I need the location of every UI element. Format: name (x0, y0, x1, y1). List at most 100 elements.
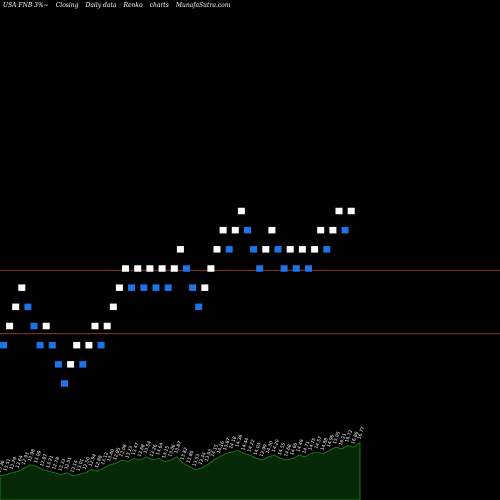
volume-value-label: 13.12 (100, 451, 110, 465)
renko-brick-up (219, 226, 227, 234)
volume-value-label: 13.33 (57, 458, 67, 472)
renko-brick-up (329, 226, 337, 234)
renko-brick-up (122, 265, 129, 272)
volume-value-label: 12.95 (112, 447, 122, 461)
symbol-label: USA FNB 3%~ (3, 2, 49, 9)
frequency-label: Daily data (85, 2, 117, 9)
renko-brick-up (262, 246, 270, 253)
mode-label: Closing (55, 2, 79, 9)
volume-value-label: 12.93 (21, 451, 31, 465)
volume-value-label: 14.36 (234, 434, 244, 448)
volume-value-label: 13.23 (124, 445, 134, 459)
volume-value-label: 14.68 (283, 443, 293, 457)
volume-value-label: 13.99 (259, 443, 269, 457)
renko-brick-up (67, 361, 75, 368)
renko-brick-down (140, 284, 148, 291)
renko-brick-down (24, 303, 32, 311)
volume-value-label: 12.78 (51, 456, 61, 470)
renko-brick-up (298, 246, 306, 253)
renko-brick-up (237, 207, 245, 215)
renko-brick-up (335, 207, 343, 215)
renko-brick-up (146, 265, 154, 272)
renko-brick-up (6, 322, 14, 330)
volume-value-label: 16.21 (338, 432, 348, 446)
renko-bricks (0, 207, 355, 387)
volume-value-label: 14.75 (307, 437, 317, 451)
renko-brick-up (268, 226, 276, 234)
volume-value-label: 13.08 (118, 443, 128, 457)
renko-brick-up (115, 284, 123, 291)
renko-brick-down (341, 226, 349, 234)
renko-brick-up (12, 303, 20, 311)
volume-value-label: 12.98 (27, 448, 37, 462)
volume-value-label: 14.16 (216, 440, 226, 454)
volume-value-label: 14.22 (246, 439, 256, 453)
renko-brick-up (347, 207, 355, 215)
volume-value-label: 13.87 (173, 440, 183, 454)
volume-labels: 13.3613.5113.7913.6412.9312.9813.0912.87… (0, 426, 366, 474)
volume-value-label: 13.21 (45, 455, 55, 469)
volume-value-label: 13.51 (2, 458, 12, 472)
volume-value-label: 13.80 (185, 450, 195, 464)
renko-brick-down (30, 322, 38, 330)
renko-brick-up (85, 341, 93, 349)
volume-value-label: 13.87 (222, 437, 232, 451)
renko-brick-up (311, 246, 319, 253)
volume-value-label: 14.20 (271, 439, 281, 453)
volume-value-label: 16.86 (350, 431, 360, 445)
volume-value-label: 13.09 (33, 450, 43, 464)
volume-value-label: 14.30 (265, 440, 275, 454)
volume-value-label: 16.77 (356, 426, 366, 440)
volume-value-label: 16.72 (344, 429, 354, 443)
volume-value-label: 15.05 (332, 431, 342, 445)
renko-brick-up (286, 246, 294, 253)
renko-brick-down (280, 265, 288, 272)
renko-brick-down (292, 265, 300, 272)
volume-value-label: 14.96 (326, 434, 336, 448)
volume-value-label: 13.79 (8, 456, 18, 470)
volume-value-label: 13.15 (161, 445, 171, 459)
renko-brick-down (274, 246, 282, 253)
volume-value-label: 13.53 (191, 453, 201, 467)
volume-value-label: 13.68 (137, 443, 147, 457)
renko-brick-up (134, 265, 142, 272)
volume-value-label: 14.03 (253, 442, 263, 456)
volume-value-label: 14.18 (228, 435, 238, 449)
volume-value-label: 13.64 (155, 442, 165, 456)
volume-value-label: 14.15 (210, 443, 220, 457)
volume-value-label: 13.40 (106, 448, 116, 462)
renko-brick-up (73, 341, 81, 349)
renko-brick-down (244, 226, 251, 234)
reference-lines (0, 269, 500, 335)
renko-brick-down (54, 361, 62, 368)
volume-panel (0, 441, 361, 500)
renko-brick-down (183, 265, 190, 272)
volume-value-label: 12.88 (94, 455, 104, 469)
renko-brick-up (91, 322, 99, 330)
volume-value-label: 13.01 (76, 458, 86, 472)
renko-brick-up (207, 265, 215, 272)
renko-brick-up (201, 284, 209, 291)
renko-brick-up (109, 303, 117, 311)
renko-brick-down (305, 265, 312, 272)
volume-value-label: 13.44 (198, 451, 208, 465)
volume-value-label: 14.57 (314, 435, 324, 449)
renko-brick-down (61, 380, 68, 387)
renko-brick-down (48, 341, 56, 349)
renko-brick-down (79, 361, 87, 368)
chart-type-label: Renko (123, 2, 143, 9)
volume-value-label: 13.14 (69, 459, 79, 473)
volume-value-label: 13.36 (0, 459, 6, 473)
volume-value-label: 12.50 (82, 456, 92, 470)
renko-brick-down (128, 284, 136, 291)
volume-value-label: 14.49 (295, 439, 305, 453)
renko-brick-up (103, 322, 111, 330)
volume-value-label: 14.60 (289, 442, 299, 456)
renko-brick-up (42, 322, 50, 330)
volume-value-label: 13.54 (143, 440, 153, 454)
volume-value-label: 13.06 (167, 443, 177, 457)
renko-brick-down (189, 284, 197, 291)
suffix-label: charts (149, 2, 169, 9)
volume-value-label: 14.71 (301, 440, 311, 454)
renko-brick-up (176, 246, 184, 253)
